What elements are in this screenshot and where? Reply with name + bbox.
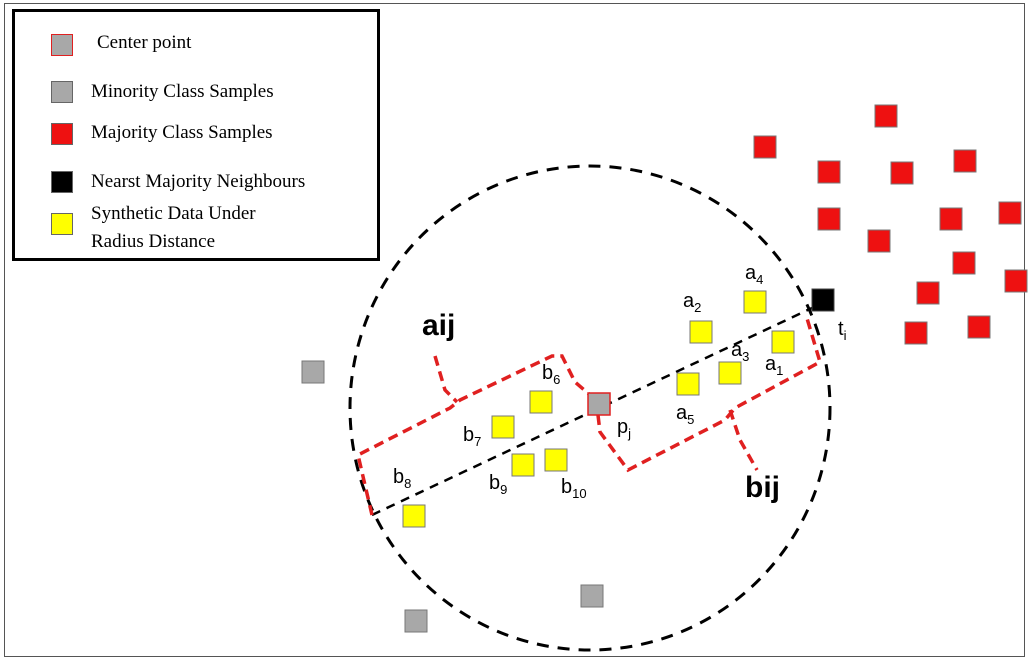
figure-frame (4, 3, 1025, 657)
label-b7: b7 (463, 424, 482, 449)
minority-sample (301, 360, 325, 384)
synthetic-b8 (402, 504, 426, 528)
radius-circle (348, 164, 832, 652)
majority-sample (817, 207, 841, 231)
legend-label-nearest: Nearst Majority Neighbours (91, 171, 306, 192)
minority-sample (580, 584, 604, 608)
synthetic-swatch (51, 213, 73, 235)
majority-sample (939, 207, 963, 231)
synthetic-samples (402, 290, 795, 528)
majority-sample (952, 251, 976, 275)
label-a2: a2 (683, 290, 702, 315)
synthetic-b6 (529, 390, 553, 414)
bij-label: bij (745, 471, 780, 504)
majority-sample (867, 229, 891, 253)
majority-sample (890, 161, 914, 185)
legend: Center point Minority Class Samples Majo… (12, 9, 380, 261)
synthetic-a2 (689, 320, 713, 344)
center-point (587, 392, 611, 416)
synthetic-b10 (544, 448, 568, 472)
label-a1: a1 (765, 353, 784, 378)
legend-label-center-point: Center point (97, 32, 192, 53)
nearest-majority-neighbour (811, 288, 835, 312)
label-ti: ti (838, 318, 847, 343)
majority-sample (916, 281, 940, 305)
legend-label-minority: Minority Class Samples (91, 81, 274, 102)
label-a4: a4 (745, 262, 764, 287)
label-b10: b10 (561, 476, 587, 501)
synthetic-a4 (743, 290, 767, 314)
majority-samples (753, 104, 1028, 345)
majority-sample (904, 321, 928, 345)
synthetic-a1 (771, 330, 795, 354)
bij-boundary (596, 314, 823, 473)
synthetic-a5 (676, 372, 700, 396)
majority-sample (953, 149, 977, 173)
nearest-swatch (51, 171, 73, 193)
minority-sample (404, 609, 428, 633)
majority-sample (817, 160, 841, 184)
label-b9: b9 (489, 472, 508, 497)
legend-label-synthetic-1: Synthetic Data Under (91, 203, 256, 224)
majority-sample (1004, 269, 1028, 293)
legend-label-majority: Majority Class Samples (91, 122, 273, 143)
aij-brace (433, 355, 459, 404)
label-b6: b6 (542, 362, 561, 387)
majority-swatch (51, 123, 73, 145)
center-point-swatch (51, 34, 73, 56)
majority-sample (998, 201, 1022, 225)
minority-samples (301, 360, 604, 633)
label-a5: a5 (676, 402, 695, 427)
label-b8: b8 (393, 466, 412, 491)
label-a3: a3 (731, 339, 750, 364)
majority-sample (753, 135, 777, 159)
bij-brace (728, 409, 759, 471)
synthetic-b9 (511, 453, 535, 477)
aij-label: aij (422, 309, 456, 342)
synthetic-a3 (718, 361, 742, 385)
label-pj: pj (617, 416, 632, 441)
aij-boundary (355, 354, 592, 516)
legend-label-synthetic-2: Radius Distance (91, 231, 216, 252)
majority-sample (967, 315, 991, 339)
synthetic-b7 (491, 415, 515, 439)
minority-swatch (51, 81, 73, 103)
majority-sample (874, 104, 898, 128)
